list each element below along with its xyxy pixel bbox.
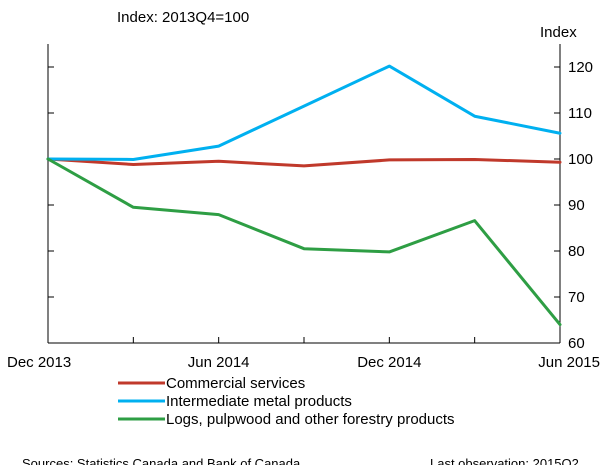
- legend-label: Logs, pulpwood and other forestry produc…: [166, 411, 455, 428]
- y-tick-label: 80: [568, 243, 585, 260]
- x-tick-label: Dec 2014: [357, 354, 421, 371]
- chart-subtitle: Index: 2013Q4=100: [117, 9, 249, 26]
- x-tick-label: Jun 2015: [538, 354, 600, 371]
- y-tick-label: 90: [568, 197, 585, 214]
- footer-sources: Sources: Statistics Canada and Bank of C…: [22, 456, 301, 465]
- y-tick-label: 100: [568, 151, 593, 168]
- legend-label: Commercial services: [166, 375, 305, 392]
- axes: 60 70 80 90 100 110 120 Dec 2013 Jun 2014 Dec 201…: [7, 44, 600, 371]
- y-tick-label: 120: [568, 59, 593, 76]
- x-tick-label: Jun 2014: [188, 354, 250, 371]
- series-line-logs-pulpwood-and-other-forestry-products: [46, 157, 562, 327]
- y-tick-label: 110: [568, 105, 592, 122]
- legend-label: Intermediate metal products: [166, 393, 352, 410]
- footer-last-observation: Last observation: 2015Q2: [430, 456, 579, 465]
- y-tick-label: 60: [568, 335, 585, 352]
- x-tick-label: Dec 2013: [7, 354, 71, 371]
- y-axis-unit-label: Index: [540, 24, 577, 41]
- series-line-commercial-services: [46, 157, 562, 168]
- y-tick-label: 70: [568, 289, 585, 306]
- series-line-intermediate-metal-products: [46, 64, 562, 161]
- series-lines: [46, 64, 562, 327]
